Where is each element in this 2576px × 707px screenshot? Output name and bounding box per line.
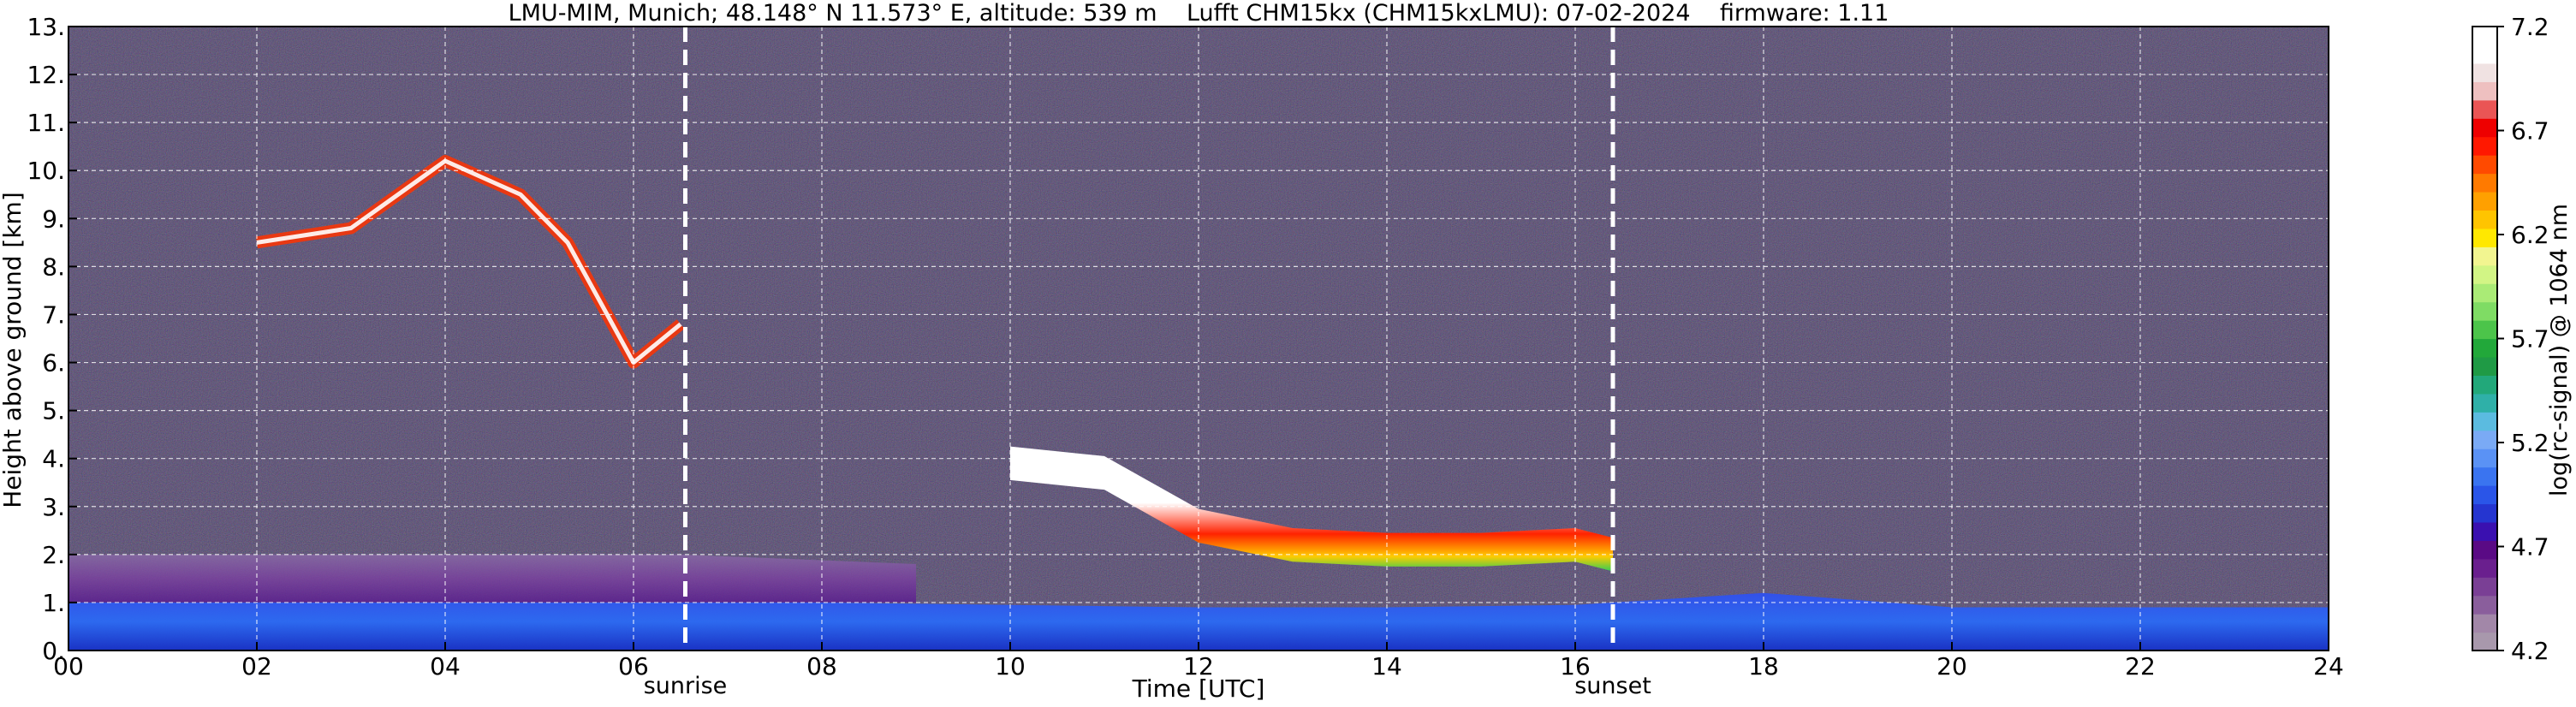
colorbar-band: [2472, 614, 2497, 633]
x-tick-label: 00: [53, 652, 84, 680]
y-axis-label: Height above ground [km]: [0, 192, 27, 508]
colorbar-band: [2472, 118, 2497, 138]
colorbar-band: [2472, 412, 2497, 431]
colorbar-band: [2472, 210, 2497, 229]
y-tick-label: 7.: [42, 300, 65, 329]
colorbar-band: [2472, 338, 2497, 358]
x-tick-label: 04: [430, 652, 461, 680]
colorbar-band: [2472, 595, 2497, 615]
colorbar-band: [2472, 449, 2497, 468]
colorbar-band: [2472, 577, 2497, 597]
x-tick-label: 16: [1560, 652, 1591, 680]
cloud-base-layer: [1010, 446, 1613, 572]
colorbar-band: [2472, 521, 2497, 541]
colorbar-band: [2472, 264, 2497, 284]
y-tick-label: 8.: [42, 253, 65, 281]
colorbar-tick-label: 6.2: [2511, 221, 2549, 249]
x-tick-label: 06: [618, 652, 649, 680]
colorbar-band: [2472, 503, 2497, 523]
colorbar-band: [2472, 540, 2497, 560]
grid-lines: [68, 27, 2329, 651]
colorbar-band: [2472, 320, 2497, 340]
colorbar-band: [2472, 485, 2497, 505]
colorbar-band: [2472, 81, 2497, 101]
sun-markers: [683, 27, 1615, 651]
y-tick-label: 13.: [27, 13, 65, 41]
chart-title: LMU-MIM, Munich; 48.148° N 11.573° E, al…: [509, 0, 1889, 27]
y-tick-label: 11.: [27, 109, 65, 137]
y-axis-ticks: 0. 1. 2. 3. 4. 5. 6. 7. 8. 9. 10. 11. 12. 13.: [27, 13, 77, 665]
plot-area: [68, 26, 2329, 651]
sunset-label: sunset: [1574, 673, 1651, 699]
colorbar-band: [2472, 466, 2497, 486]
y-tick-label: 6.: [42, 349, 65, 377]
colorbar-band: [2472, 155, 2497, 175]
colorbar-band: [2472, 27, 2497, 46]
colorbar-band: [2472, 62, 2497, 82]
x-tick-label: 18: [1748, 652, 1779, 680]
colorbar-band: [2472, 430, 2497, 449]
x-tick-label: 20: [1936, 652, 1967, 680]
y-tick-label: 1.: [42, 589, 65, 617]
x-tick-label: 14: [1371, 652, 1402, 680]
y-tick-label: 12.: [27, 61, 65, 89]
y-tick-label: 5.: [42, 397, 65, 425]
colorbar-tick-label: 6.7: [2511, 117, 2549, 146]
colorbar-band: [2472, 99, 2497, 119]
colorbar-tick-label: 7.2: [2511, 13, 2549, 41]
colorbar-band: [2472, 558, 2497, 578]
colorbar-band: [2472, 301, 2497, 321]
y-tick-label: 4.: [42, 445, 65, 473]
colorbar-band: [2472, 136, 2497, 156]
y-tick-label: 9.: [42, 205, 65, 233]
colorbar-ticks: 4.2 4.7 5.2 5.7 6.2 6.7 7.2: [2497, 13, 2549, 665]
colorbar-tick-label: 5.2: [2511, 429, 2549, 457]
x-tick-label: 10: [995, 652, 1026, 680]
colorbar-band: [2472, 632, 2497, 651]
colorbar-band: [2472, 228, 2497, 247]
colorbar-tick-label: 5.7: [2511, 325, 2549, 354]
x-axis-label: Time [UTC]: [1132, 674, 1265, 703]
colorbar-band: [2472, 283, 2497, 303]
colorbar: 4.2 4.7 5.2 5.7 6.2 6.7 7.2 log(rc-signal) @ 1…: [2472, 13, 2573, 665]
y-tick-label: 10.: [27, 157, 65, 185]
y-tick-label: 0.: [42, 637, 65, 665]
x-tick-label: 12: [1183, 652, 1214, 680]
colorbar-band: [2472, 393, 2497, 413]
colorbar-band: [2472, 173, 2497, 193]
colorbar-label: log(rc-signal) @ 1064 nm: [2546, 204, 2573, 496]
y-tick-label: 3.: [42, 493, 65, 521]
colorbar-bands: [2472, 27, 2497, 651]
colorbar-band: [2472, 191, 2497, 211]
colorbar-band: [2472, 247, 2497, 266]
colorbar-band: [2472, 375, 2497, 395]
x-tick-label: 22: [2125, 652, 2156, 680]
y-tick-label: 2.: [42, 541, 65, 569]
x-tick-label: 02: [241, 652, 272, 680]
colorbar-band: [2472, 356, 2497, 376]
x-tick-label: 24: [2313, 652, 2344, 680]
colorbar-tick-label: 4.7: [2511, 533, 2549, 561]
colorbar-band: [2472, 45, 2497, 64]
x-axis-ticks: sunrise sunset 00 02 04 06 08 10 12 14 16 18 20 22 24: [53, 642, 2344, 699]
x-tick-label: 08: [806, 652, 837, 680]
residual-layer-band: [68, 554, 916, 603]
colorbar-tick-label: 4.2: [2511, 637, 2549, 665]
sunrise-label: sunrise: [644, 673, 728, 699]
